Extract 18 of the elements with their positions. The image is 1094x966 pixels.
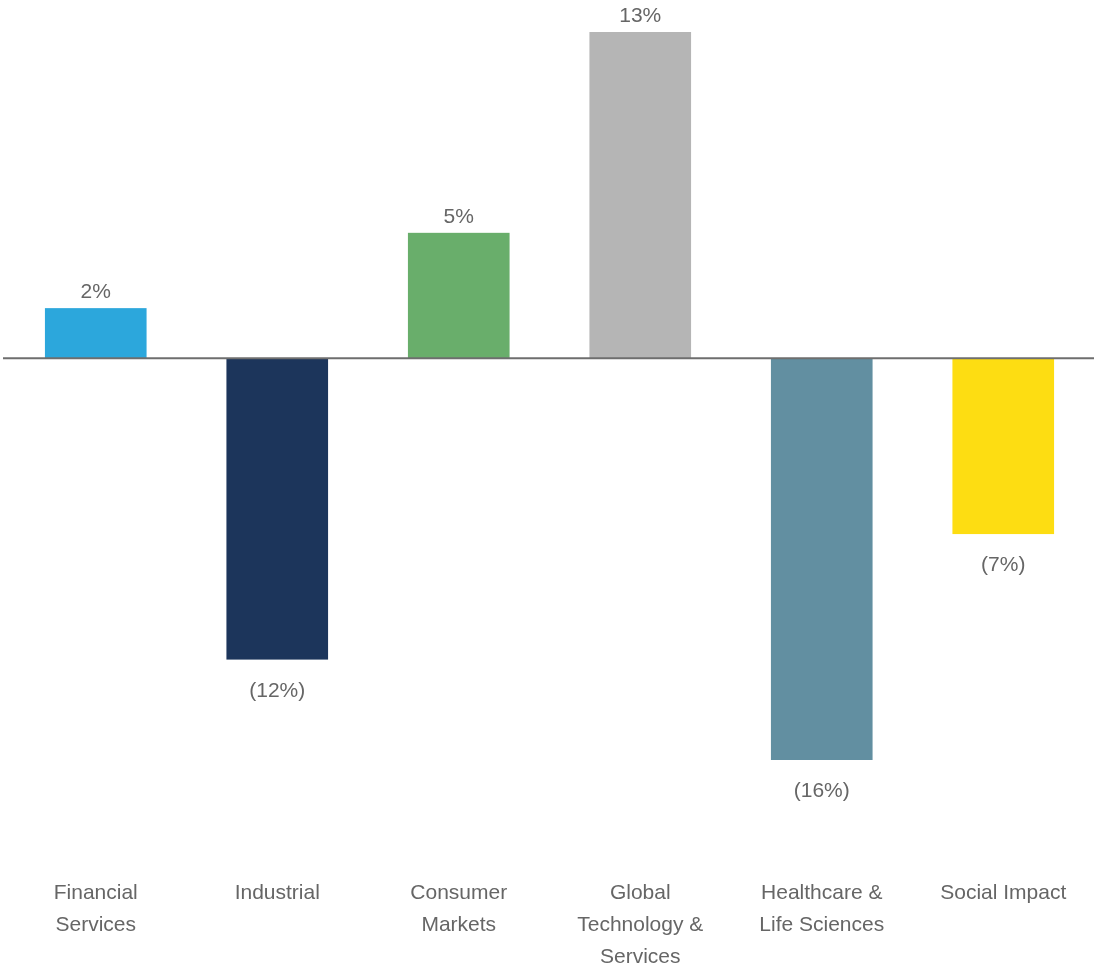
data-label: 2% xyxy=(80,279,111,303)
bar xyxy=(770,358,873,760)
bar xyxy=(44,308,147,359)
x-tick-label: Industrial xyxy=(234,880,320,903)
x-tick-label: Social Impact xyxy=(940,880,1067,903)
data-label: (7%) xyxy=(981,552,1026,576)
bar xyxy=(952,358,1055,535)
data-label: 13% xyxy=(619,3,662,26)
x-tick-label: Consumer Markets xyxy=(410,880,508,935)
data-label: (16%) xyxy=(793,778,850,801)
data-label: 5% xyxy=(443,203,474,227)
bar xyxy=(589,32,692,359)
bar xyxy=(226,358,329,660)
x-tick-label: Financial Services xyxy=(53,880,138,935)
x-tick-label: Global Technology & Services xyxy=(577,880,704,966)
x-tick-label: Healthcare & Life Sciences xyxy=(759,880,885,935)
bar xyxy=(407,232,510,359)
data-label: (12%) xyxy=(249,677,306,701)
